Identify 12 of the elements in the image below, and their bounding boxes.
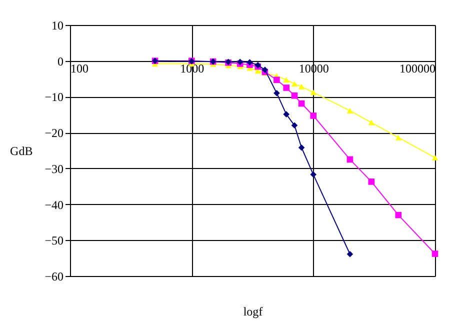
- y-tick-label: −60: [44, 270, 64, 284]
- y-tick-label: −30: [44, 162, 64, 176]
- y-tick-label: −40: [44, 198, 64, 212]
- y-tick-label: 0: [58, 54, 64, 68]
- x-axis-title: logf: [243, 304, 263, 318]
- y-tick-label: −50: [44, 234, 64, 248]
- x-tick-label: 100000: [400, 61, 436, 76]
- y-tick-label: −20: [44, 126, 64, 140]
- y-axis-title: GdB: [10, 144, 33, 158]
- y-tick-label: 10: [52, 18, 64, 32]
- y-tick-label: −10: [44, 90, 64, 104]
- x-tick-label: 100: [70, 61, 88, 76]
